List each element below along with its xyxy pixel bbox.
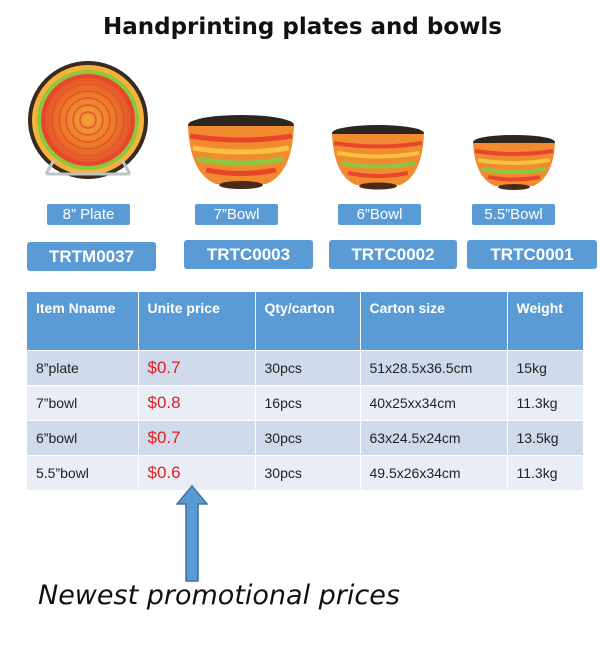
promo-caption: Newest promotional prices (38, 580, 400, 611)
striped-plate-icon (28, 61, 148, 179)
table-row: 6”bowl $0.7 30pcs 63x24.5x24cm 13.5kg (27, 420, 584, 456)
cell-price: $0.7 (138, 420, 256, 456)
cell-item: 8”plate (27, 350, 139, 386)
size-label-5-5-bowl: 5.5”Bowl (472, 204, 555, 225)
cell-qty: 30pcs (255, 350, 361, 386)
striped-bowl-icon (188, 115, 294, 189)
column-header-item: Item Nname (27, 292, 139, 351)
cell-price: $0.8 (138, 385, 256, 421)
column-header-price: Unite price (138, 292, 256, 351)
table-row: 5.5”bowl $0.6 30pcs 49.5x26x34cm 11.3kg (27, 455, 584, 490)
cell-weight: 15kg (507, 350, 584, 386)
cell-price: $0.6 (138, 455, 256, 490)
size-label-7-bowl: 7”Bowl (195, 204, 278, 225)
column-header-qty: Qty/carton (255, 292, 361, 351)
cell-carton-size: 49.5x26x34cm (360, 455, 508, 490)
column-header-carton-size: Carton size (360, 292, 508, 351)
product-code-6-bowl: TRTC0002 (329, 240, 457, 269)
product-code-7-bowl: TRTC0003 (184, 240, 313, 269)
cell-price: $0.7 (138, 350, 256, 386)
cell-qty: 16pcs (255, 385, 361, 421)
cell-carton-size: 51x28.5x36.5cm (360, 350, 508, 386)
cell-weight: 11.3kg (507, 385, 584, 421)
cell-weight: 13.5kg (507, 420, 584, 456)
striped-bowl-icon (332, 125, 424, 190)
page-title: Handprinting plates and bowls (102, 14, 502, 40)
table-row: 8”plate $0.7 30pcs 51x28.5x36.5cm 15kg (27, 350, 584, 386)
cell-item: 7”bowl (27, 385, 139, 421)
cell-weight: 11.3kg (507, 455, 584, 490)
cell-qty: 30pcs (255, 455, 361, 490)
striped-bowl-icon (473, 135, 555, 190)
size-label-6-bowl: 6”Bowl (338, 204, 421, 225)
cell-item: 5.5”bowl (27, 455, 139, 490)
up-arrow-icon (176, 485, 208, 582)
size-label-plate: 8” Plate (47, 204, 130, 225)
product-code-5-5-bowl: TRTC0001 (467, 240, 597, 269)
table-header-row: Item Nname Unite price Qty/carton Carton… (27, 292, 584, 351)
cell-carton-size: 63x24.5x24cm (360, 420, 508, 456)
cell-item: 6”bowl (27, 420, 139, 456)
price-table: Item Nname Unite price Qty/carton Carton… (27, 292, 584, 490)
column-header-weight: Weight (507, 292, 584, 351)
table-row: 7”bowl $0.8 16pcs 40x25xx34cm 11.3kg (27, 385, 584, 421)
cell-qty: 30pcs (255, 420, 361, 456)
cell-carton-size: 40x25xx34cm (360, 385, 508, 421)
product-code-plate: TRTM0037 (27, 242, 156, 271)
